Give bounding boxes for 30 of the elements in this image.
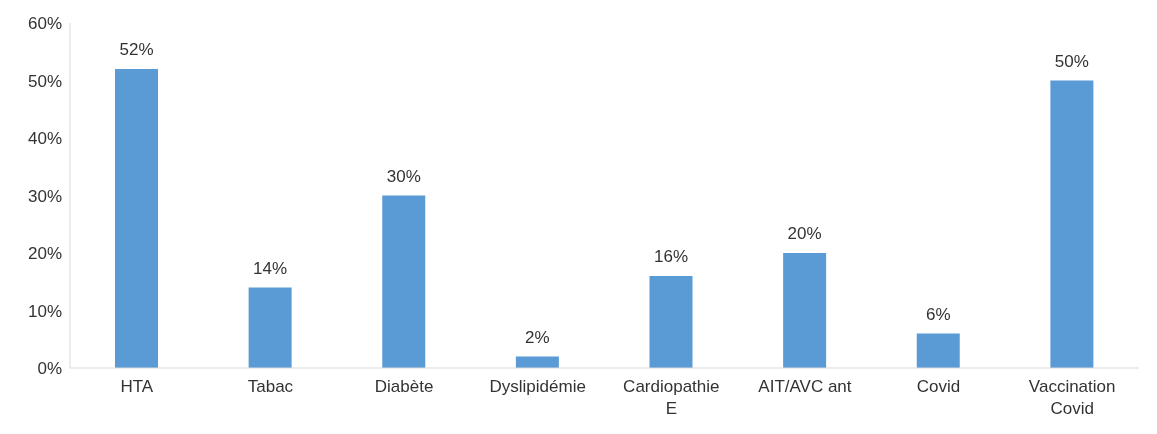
data-label: 14% [253, 258, 288, 278]
y-tick-label: 0% [37, 359, 62, 379]
x-tick-label: Dyslipidémie [489, 377, 586, 396]
data-label: 50% [1054, 51, 1089, 71]
y-tick-label: 20% [27, 244, 62, 264]
x-tick-label: Vaccination Covid [1028, 377, 1116, 418]
data-label: 30% [386, 166, 421, 186]
bar [115, 69, 158, 368]
x-tick-label: Covid [916, 377, 961, 396]
y-tick-label: 10% [27, 301, 62, 321]
data-label: 6% [925, 304, 951, 324]
x-tick-label: Diabète [374, 377, 434, 396]
bar [783, 253, 827, 368]
x-tick-label: Tabac [247, 377, 294, 396]
data-label: 20% [787, 224, 822, 243]
x-tick-label: HTA [120, 377, 154, 396]
data-label: 2% [525, 327, 550, 347]
bar [382, 195, 426, 368]
bar [248, 287, 292, 368]
y-tick-label: 50% [27, 71, 62, 91]
bar [916, 333, 960, 368]
x-tick-label: AIT/AVC ant [758, 377, 852, 396]
bar [649, 276, 693, 368]
bar [1050, 80, 1094, 368]
y-tick-label: 40% [27, 129, 62, 149]
data-label: 16% [653, 247, 689, 266]
y-tick-label: 60% [27, 14, 62, 34]
y-tick-label: 30% [27, 186, 62, 206]
data-label: 52% [119, 40, 154, 59]
x-tick-label: Cardiopathie E [623, 377, 720, 418]
